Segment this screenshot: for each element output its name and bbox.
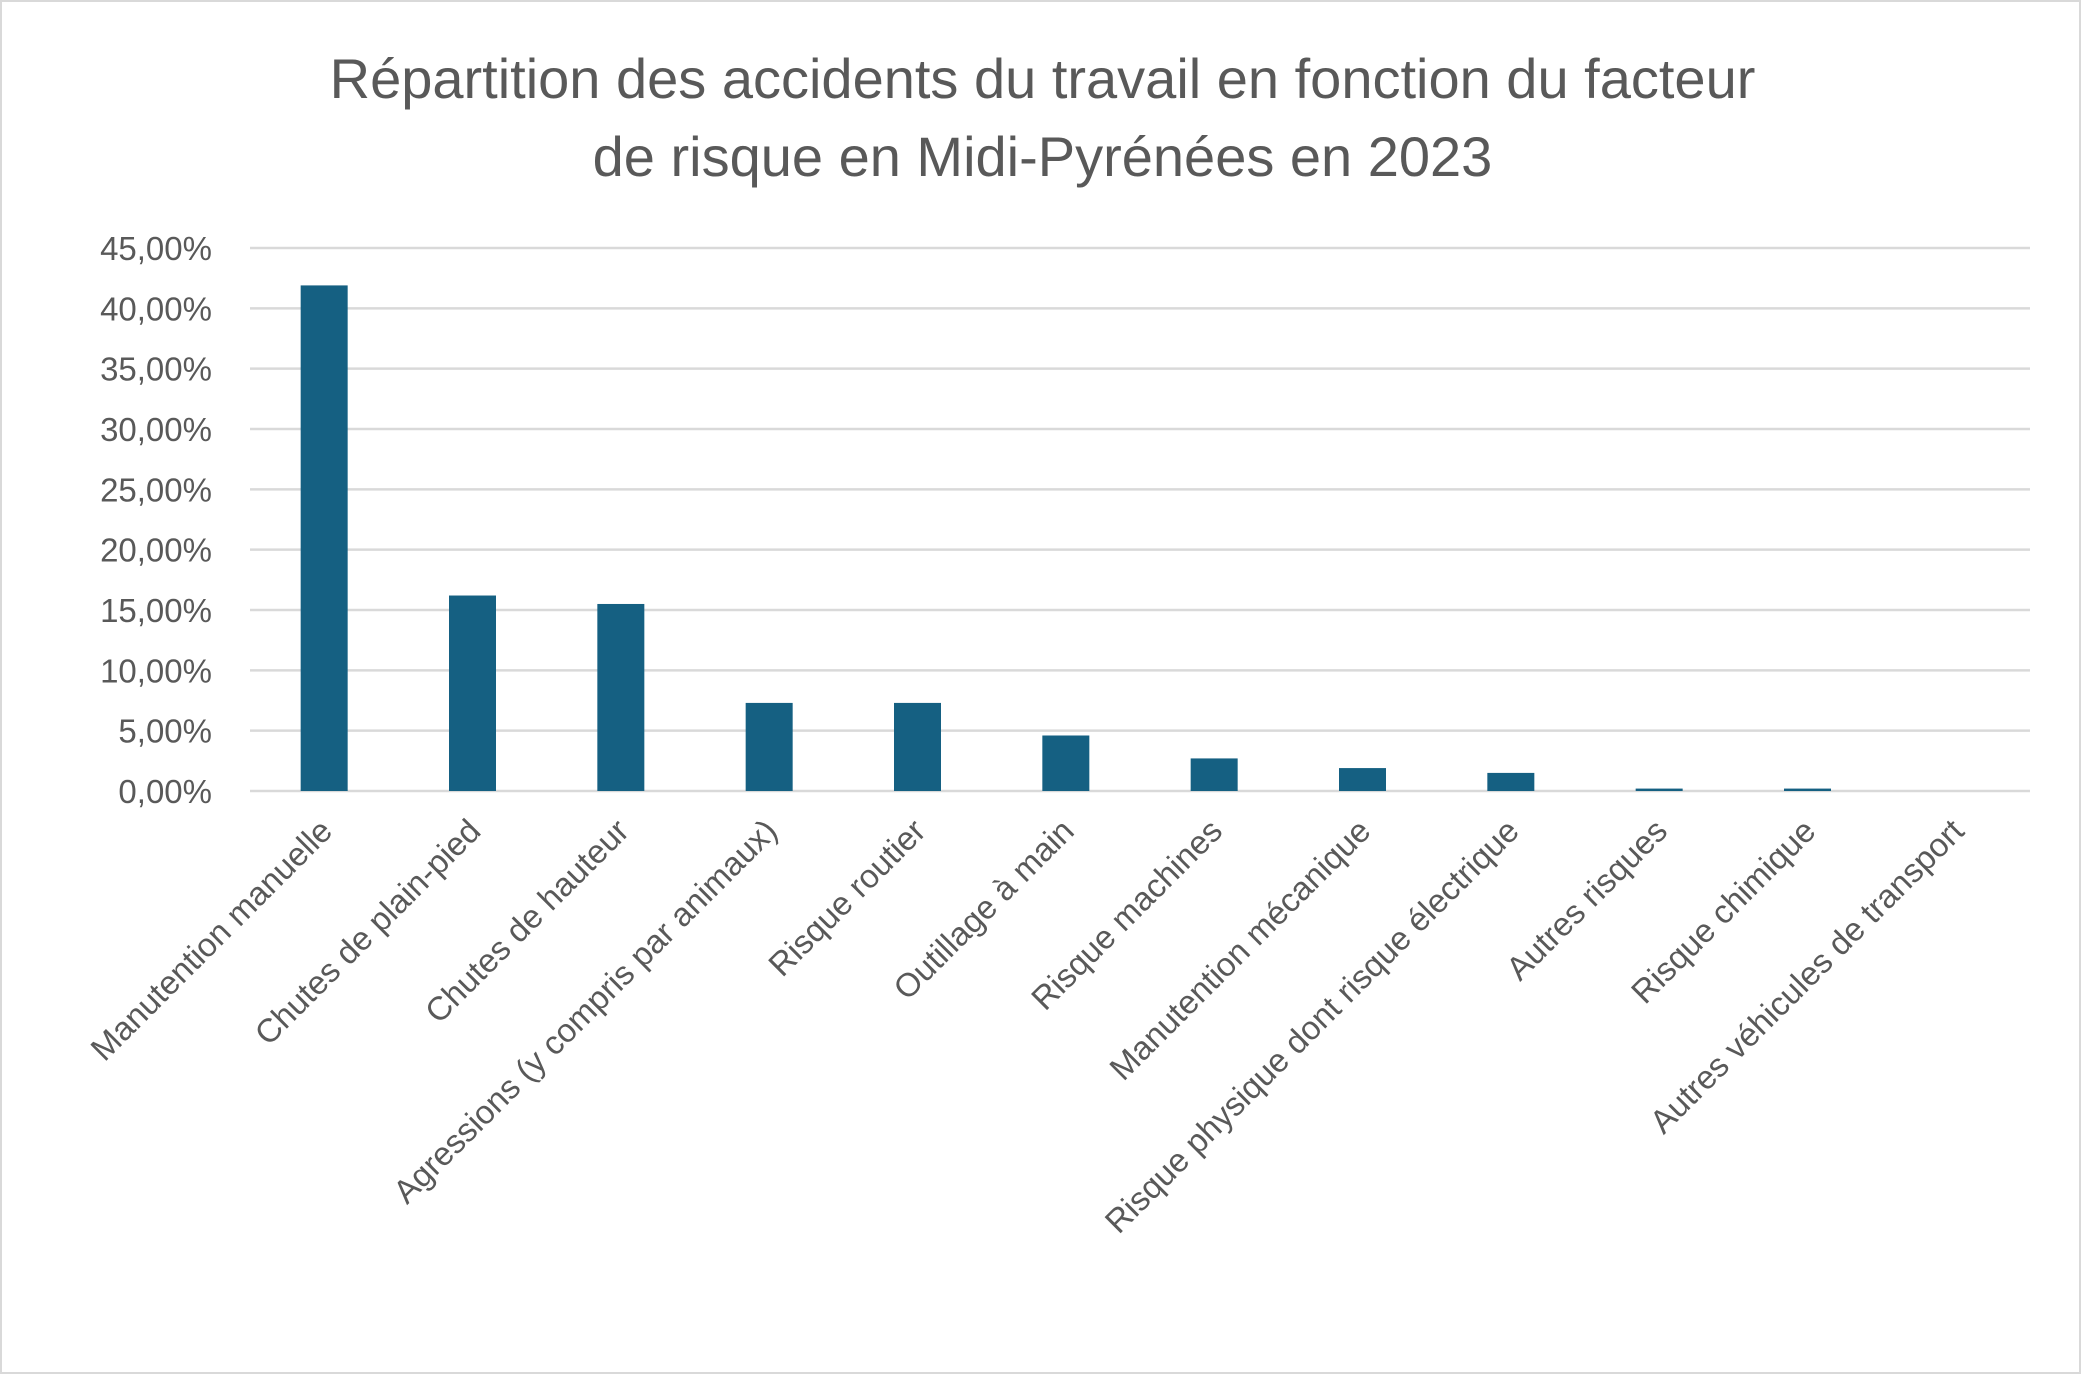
x-tick-label: Risque routier (761, 812, 932, 983)
x-tick-label: Manutention mécanique (1102, 812, 1377, 1087)
bar (1784, 788, 1831, 791)
bar (894, 702, 941, 791)
bar (1487, 772, 1535, 791)
bar (1339, 768, 1386, 791)
y-tick-label: 5,00% (118, 713, 212, 750)
bar (449, 595, 496, 791)
bar (597, 603, 645, 791)
chart-title-line-1: Répartition des accidents du travail en … (329, 47, 1756, 110)
x-tick-label: Manutention manuelle (83, 812, 339, 1068)
bar (300, 285, 348, 791)
y-tick-label: 45,00% (100, 230, 212, 267)
y-tick-label: 25,00% (100, 471, 212, 508)
bar (745, 702, 793, 791)
y-tick-label: 40,00% (100, 290, 212, 327)
gridlines (250, 246, 2030, 793)
bar (1042, 735, 1090, 791)
y-axis-tick-labels: 0,00% 5,00% 10,00% 15,00% 20,00% 25,00% 30,00%… (100, 230, 212, 810)
x-tick-label: Autres véhicules de transport (1642, 812, 1970, 1140)
bar (1190, 758, 1238, 791)
y-tick-label: 20,00% (100, 532, 212, 569)
bar (1635, 788, 1683, 791)
y-tick-label: 10,00% (100, 652, 212, 689)
chart-title-line-2: de risque en Midi-Pyrénées en 2023 (592, 125, 1493, 188)
y-tick-label: 0,00% (118, 773, 212, 810)
y-tick-label: 35,00% (100, 351, 212, 388)
y-tick-label: 15,00% (100, 592, 212, 629)
chart-title: Répartition des accidents du travail en … (2, 40, 2081, 196)
y-tick-label: 30,00% (100, 411, 212, 448)
bars (300, 285, 1831, 791)
